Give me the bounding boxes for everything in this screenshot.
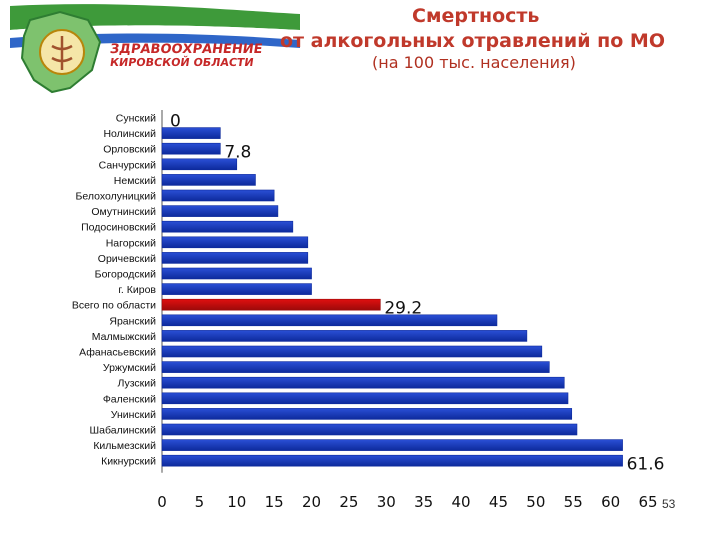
bar [161, 174, 256, 186]
chart-subtitle: (на 100 тыс. населения) [372, 53, 576, 72]
x-tick-label: 30 [377, 493, 396, 510]
category-label: Афанасьевский [79, 347, 156, 359]
bar [161, 423, 578, 436]
category-label: Яранский [109, 315, 156, 327]
x-tick-label: 50 [526, 493, 545, 510]
bar-chart: Сунский Нолинский Орловский Санчурский Немск… [72, 110, 665, 510]
category-label: Всего по области [72, 300, 156, 312]
category-label: Фаленский [103, 393, 156, 405]
chart-title-line2: от алкогольных отравлений по МО [280, 30, 665, 52]
x-tick-label: 25 [339, 493, 358, 510]
bar [161, 439, 623, 451]
category-label: Кикнурский [101, 456, 156, 468]
category-label: Нолинский [103, 128, 156, 140]
category-label: Омутнинский [91, 206, 156, 218]
category-label: Богородский [95, 269, 156, 281]
x-tick-label: 40 [452, 493, 471, 510]
x-tick-label: 0 [157, 493, 167, 510]
category-label: Унинский [111, 409, 156, 421]
bar [161, 158, 238, 171]
bar-highlight [161, 298, 381, 311]
category-label: Кильмезский [93, 440, 156, 452]
category-label: Шабалинский [90, 425, 157, 437]
bar [161, 205, 279, 217]
x-tick-label: 45 [489, 493, 508, 510]
bar [161, 376, 565, 389]
x-tick-label: 15 [265, 493, 284, 510]
category-label: Санчурский [99, 159, 156, 171]
category-label: Малмыжский [92, 331, 156, 343]
category-label: Подосиновский [81, 222, 156, 234]
x-tick-label: 10 [227, 493, 246, 510]
bar [161, 345, 543, 358]
x-tick-label: 5 [195, 493, 205, 510]
category-label: Лузский [117, 378, 156, 390]
emblem-caduceus-icon [51, 36, 73, 70]
category-label: Сунский [116, 113, 156, 125]
data-label: 7.8 [224, 143, 251, 163]
bar [161, 454, 623, 467]
category-label: Немский [114, 175, 156, 187]
category-label: Белохолуницкий [76, 191, 157, 203]
x-tick-label: 20 [302, 493, 321, 510]
category-label: Уржумский [103, 362, 156, 374]
bar [161, 127, 221, 139]
category-label: Орловский [103, 144, 156, 156]
bar [161, 189, 275, 202]
bar [161, 392, 569, 405]
logo-subtitle: КИРОВСКОЙ ОБЛАСТИ [109, 56, 255, 69]
header-banner [10, 4, 300, 94]
bar [161, 236, 309, 249]
category-label: Нагорский [106, 237, 156, 249]
bar [161, 142, 221, 155]
bar [161, 267, 312, 280]
data-label: 29.2 [384, 299, 422, 319]
x-tick-label: 55 [564, 493, 583, 510]
x-tick-label: 65 [638, 493, 657, 510]
bar [161, 252, 309, 264]
x-tick-label: 35 [414, 493, 433, 510]
data-label: 0 [170, 112, 181, 132]
bar [161, 220, 294, 233]
data-label: 61.6 [627, 455, 665, 475]
page-number: 53 [662, 497, 676, 511]
chart-title-line1: Смертность [412, 5, 540, 27]
bar [161, 361, 550, 373]
bar [161, 314, 498, 327]
x-tick-label: 60 [601, 493, 620, 510]
bar [161, 283, 312, 295]
category-label: Оричевский [98, 253, 156, 265]
bar [161, 408, 573, 420]
bar [161, 330, 528, 342]
category-label: г. Киров [118, 284, 156, 296]
logo-title: ЗДРАВООХРАНЕНИЕ [108, 42, 264, 57]
